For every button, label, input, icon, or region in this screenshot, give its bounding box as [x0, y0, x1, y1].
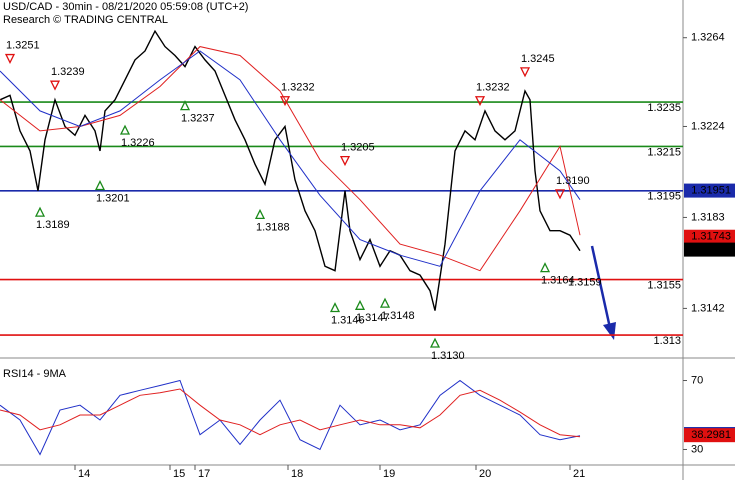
high-label: 1.3232: [476, 82, 510, 94]
low-label: 1.3147: [356, 312, 390, 324]
level-label: 1.313: [653, 335, 681, 347]
last-value-box: [684, 428, 735, 443]
low-marker: [429, 337, 441, 348]
x-tick-label: 17: [198, 468, 210, 480]
low-marker: [119, 124, 131, 135]
x-tick-label: 18: [291, 468, 303, 480]
x-tick-label: 21: [573, 468, 585, 480]
high-marker: [4, 53, 16, 65]
chart-subtitle: Research © TRADING CENTRAL: [3, 14, 168, 26]
high-marker: [49, 80, 61, 91]
high-label: 1.3245: [521, 53, 555, 65]
low-marker: [354, 299, 366, 310]
low-label: 1.3237: [181, 113, 215, 125]
last-value-box: [684, 229, 735, 244]
high-marker: [519, 67, 531, 78]
low-label: 1.3188: [256, 221, 290, 233]
high-label: 1.3239: [51, 66, 85, 78]
high-label: 1.3251: [6, 39, 40, 51]
high-label: 1.3205: [341, 142, 375, 154]
last-value-box: [684, 183, 735, 198]
y-tick-label: 1.3224: [691, 120, 725, 132]
low-marker: [539, 262, 551, 273]
series-line: [0, 388, 581, 438]
x-tick-label: 14: [78, 468, 90, 480]
low-label: 1.3189: [36, 219, 70, 231]
low-label: 1.3201: [96, 192, 130, 204]
low-label: 1.3164: [541, 275, 575, 287]
low-label: 1.3226: [121, 137, 155, 149]
series-line: [0, 379, 581, 456]
last-value-label: 38.2981: [691, 429, 731, 441]
high-marker: [554, 189, 566, 200]
series-line: [0, 46, 581, 272]
high-label: 1.3232: [281, 82, 315, 94]
low-marker: [379, 297, 391, 308]
y-tick-label: 1.3142: [691, 302, 725, 314]
rsi-title: RSI14 - 9MA: [3, 368, 67, 380]
low-marker: [34, 206, 46, 217]
series-line: [0, 29, 581, 311]
low-label: 1.3130: [431, 350, 465, 362]
level-label: 1.3195: [647, 191, 681, 203]
high-label: 1.3190: [556, 175, 590, 187]
level-label: 1.3155: [647, 279, 681, 291]
y-tick-label: 30: [691, 443, 703, 455]
note-label: 1.3159: [568, 277, 602, 289]
last-value-label: 1.31685: [691, 244, 731, 256]
high-marker: [339, 155, 351, 167]
level-label: 1.3215: [647, 146, 681, 158]
low-marker: [254, 208, 266, 219]
level-label: 1.3235: [647, 102, 681, 114]
x-tick-label: 15: [173, 468, 185, 480]
last-value-label: 1.31951: [691, 184, 731, 196]
high-marker: [279, 96, 291, 107]
last-value-box: [684, 242, 735, 257]
high-marker: [474, 96, 486, 107]
x-tick-label: 19: [383, 468, 395, 480]
series-line: [0, 50, 581, 267]
low-label: 1.3148: [381, 310, 415, 322]
low-marker: [329, 302, 341, 313]
x-tick-label: 20: [479, 468, 491, 480]
y-tick-label: 70: [691, 374, 703, 386]
low-marker: [179, 100, 191, 111]
last-value-label: 1.31743: [691, 231, 731, 243]
low-marker: [94, 180, 106, 191]
chart-title: USD/CAD - 30min - 08/21/2020 05:59:08 (U…: [3, 1, 248, 13]
low-label: 1.3146: [331, 314, 365, 326]
y-tick-label: 1.3264: [691, 32, 725, 44]
y-tick-label: 1.3183: [691, 211, 725, 223]
